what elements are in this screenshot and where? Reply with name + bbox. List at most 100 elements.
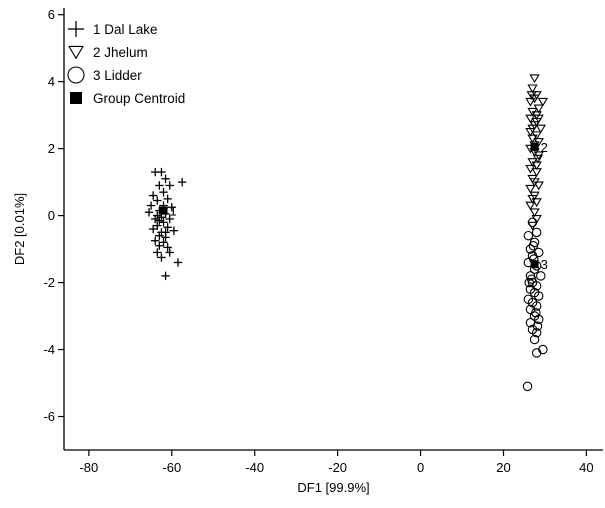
series-3 [522, 217, 548, 392]
data-point [531, 348, 542, 358]
legend-marker-triangle-down [68, 45, 84, 60]
data-point [532, 321, 543, 331]
centroid-label: 1 [170, 204, 177, 219]
data-point [155, 181, 164, 190]
data-point [525, 201, 536, 211]
centroid-label: 3 [541, 257, 548, 272]
data-point [525, 304, 536, 315]
data-point [531, 215, 542, 224]
data-point [165, 214, 174, 224]
x-tick-label: 0 [417, 460, 424, 475]
centroid-marker [530, 142, 539, 151]
data-point [525, 184, 536, 194]
legend: 1 Dal Lake 2 Jhelum 3 Lidder Group Centroid [67, 21, 185, 106]
data-point [536, 271, 546, 281]
data-point [535, 124, 546, 134]
data-point [155, 241, 164, 250]
x-tick-label: -60 [162, 460, 181, 475]
y-tick-label: 6 [48, 7, 55, 22]
data-point [533, 181, 544, 191]
data-point [163, 223, 172, 232]
y-tick-label: 2 [48, 141, 55, 156]
data-point [155, 231, 164, 240]
x-tick-label: -40 [245, 460, 264, 475]
series-1 [144, 167, 187, 281]
data-point [159, 218, 168, 227]
data-point [146, 201, 156, 210]
data-point [161, 228, 170, 237]
data-point [529, 334, 540, 345]
data-point [527, 84, 538, 94]
legend-label: 3 Lidder [93, 68, 142, 83]
data-point [159, 187, 168, 197]
legend-item: 3 Lidder [67, 66, 142, 84]
data-point [533, 314, 544, 325]
data-point [153, 196, 162, 205]
legend-marker-plus [68, 21, 84, 37]
data-point [533, 114, 544, 124]
data-points [144, 74, 549, 392]
centroid-marker [530, 260, 539, 269]
data-point [173, 258, 183, 267]
data-point [177, 177, 187, 187]
data-point [169, 226, 179, 235]
centroid-label: 2 [541, 140, 548, 155]
data-point [524, 277, 534, 288]
data-point [157, 253, 166, 262]
data-point [165, 181, 174, 190]
data-point [153, 248, 162, 257]
data-point [167, 203, 176, 212]
x-tick-label: 40 [579, 460, 593, 475]
y-axis-label: DF2 [0.01%] [12, 193, 27, 265]
data-point [527, 217, 538, 228]
data-point [531, 161, 542, 171]
x-axis: -80 -60 -40 -20 0 20 40 [79, 450, 594, 475]
data-point [163, 243, 172, 252]
x-tick-label: -20 [328, 460, 347, 475]
data-point [531, 227, 542, 238]
legend-item: 2 Jhelum [68, 45, 148, 60]
data-point [533, 291, 544, 301]
legend-label: 2 Jhelum [93, 45, 148, 60]
data-point [523, 230, 534, 241]
data-point [155, 216, 164, 225]
data-point [525, 97, 536, 107]
legend-marker-circle [67, 66, 85, 84]
data-point [532, 154, 544, 164]
data-point [148, 191, 158, 200]
legend-marker-square [70, 92, 82, 104]
y-tick-label: 0 [48, 208, 55, 223]
data-point [531, 328, 542, 338]
data-point [528, 240, 539, 251]
series-2 [525, 74, 549, 231]
data-point [529, 74, 540, 84]
data-point [165, 248, 174, 257]
y-tick-label: -2 [43, 275, 55, 290]
legend-item: 1 Dal Lake [68, 21, 158, 37]
centroid-marker [159, 206, 168, 215]
data-point [157, 167, 166, 177]
data-point [526, 274, 537, 284]
y-tick-label: -4 [43, 342, 55, 357]
data-point [161, 271, 170, 281]
data-point [529, 178, 540, 187]
data-point [161, 174, 170, 183]
legend-item: Group Centroid [70, 91, 185, 106]
data-point [531, 307, 541, 318]
data-point [537, 97, 549, 107]
data-point [522, 381, 533, 392]
data-point [151, 214, 160, 224]
plot-area [63, 8, 603, 451]
data-point [527, 194, 538, 204]
data-point [529, 208, 540, 218]
group-centroids: 1 2 3 [159, 140, 548, 272]
data-point [148, 224, 158, 234]
data-point [163, 194, 172, 204]
data-point [526, 91, 537, 100]
y-tick-label: -6 [43, 409, 55, 424]
data-point [525, 244, 536, 254]
y-axis: -6 -4 -2 0 2 4 6 [43, 7, 64, 424]
data-point [529, 94, 540, 104]
data-point [151, 236, 160, 245]
